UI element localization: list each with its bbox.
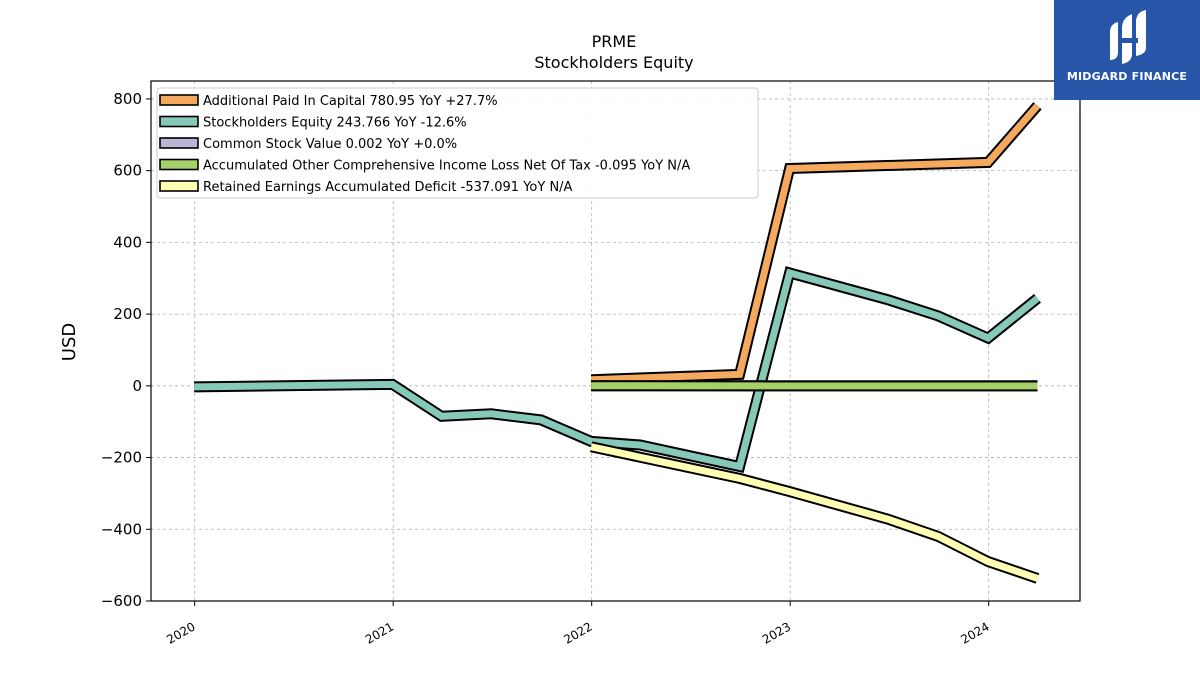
legend-swatch — [159, 94, 199, 106]
legend-swatch — [159, 137, 199, 149]
legend-entry: Additional Paid In Capital 780.95 YoY +2… — [203, 94, 498, 109]
series-line-outline — [589, 441, 1040, 584]
x-tick-label: 2023 — [760, 619, 793, 646]
series-line — [194, 268, 1040, 471]
legend-swatch — [159, 158, 199, 171]
plot-frame — [150, 80, 1081, 602]
legend-entry: Accumulated Other Comprehensive Income L… — [203, 159, 690, 174]
brand-name: MIDGARD FINANCE — [1066, 70, 1188, 83]
series-0 — [590, 102, 1042, 386]
series-line — [590, 443, 1039, 582]
legend-entry: Common Stock Value 0.002 YoY +0.0% — [203, 137, 457, 152]
legend-entry: Stockholders Equity 243.766 YoY -12.6% — [203, 116, 467, 131]
y-tick-label: 0 — [132, 377, 142, 395]
y-tick-label: 600 — [113, 162, 142, 180]
midgard-logo-icon — [1110, 10, 1146, 64]
y-tick-label: −600 — [101, 592, 142, 610]
midgard-logo: MIDGARD FINANCE — [1054, 0, 1200, 100]
y-tick-label: 400 — [113, 233, 142, 251]
series-line — [590, 103, 1041, 384]
x-tick-label: 2021 — [363, 619, 396, 646]
legend-swatch — [159, 180, 199, 192]
x-tick-label: 2020 — [164, 619, 197, 646]
y-axis-label: USD — [59, 323, 80, 361]
series-1 — [194, 266, 1041, 473]
legend-swatch — [159, 115, 199, 128]
legend-entry: Retained Earnings Accumulated Deficit -5… — [203, 180, 573, 195]
plot-series — [194, 102, 1042, 584]
legend-box — [156, 87, 759, 199]
series-line-outline — [194, 266, 1041, 473]
chart-subtitle: Stockholders Equity — [534, 53, 693, 72]
y-tick-label: −400 — [101, 520, 142, 538]
x-tick-label: 2022 — [561, 619, 594, 646]
y-tick-label: 800 — [113, 90, 142, 108]
y-tick-label: 200 — [113, 305, 142, 323]
y-tick-label: −200 — [101, 449, 142, 467]
series-4 — [589, 441, 1040, 584]
legend: Additional Paid In Capital 780.95 YoY +2… — [156, 87, 759, 199]
x-tick-label: 2024 — [958, 619, 991, 646]
chart-title: PRME — [592, 32, 637, 51]
